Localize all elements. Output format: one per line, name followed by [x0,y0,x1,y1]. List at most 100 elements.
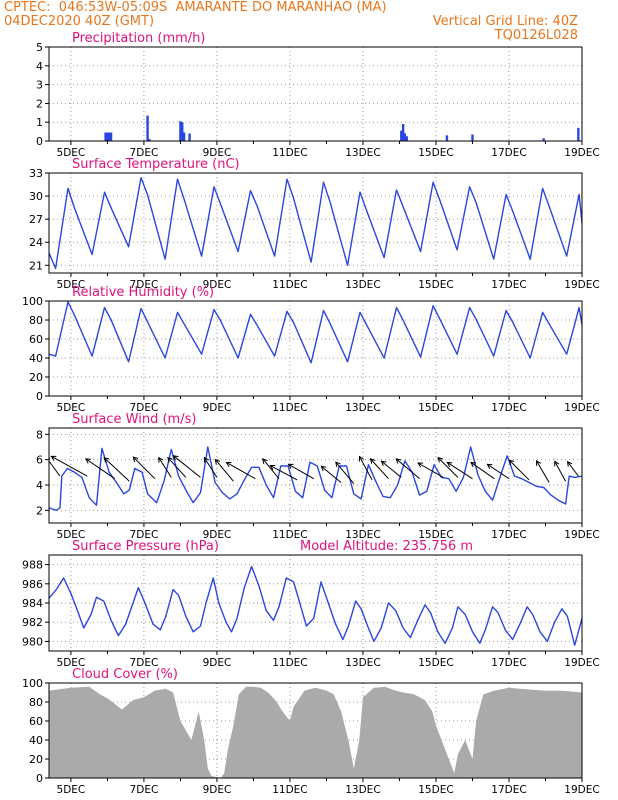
panel-frame [48,46,583,142]
y-tick-label: 100 [22,295,43,308]
wind-arrow [320,465,342,483]
x-tick-label: 9DEC [203,529,232,541]
x-tick-label: 7DEC [130,147,159,159]
wind-arrow [132,456,156,480]
panel-cloud: 0 20 40 60 80 100 5DEC 7DEC 9DEC 11DEC 13DEC 15DEC 1… [22,667,600,796]
wind-arrow [508,459,530,481]
wind-arrow-head [50,455,57,461]
wind-arrow-shaft [49,460,61,477]
series-line-rh [49,301,582,364]
precip-bar [401,124,405,141]
wind-arrow [470,461,495,480]
wind-arrow-shaft [262,458,280,479]
y-tick-label: 986 [22,578,43,591]
x-tick-label: 7DEC [130,279,159,291]
panel-temp: 21 24 27 30 33 5DEC 7DEC 9DEC 11DEC 13DEC 15DEC 17D… [29,157,600,291]
series-temp [49,176,582,270]
x-tick-label: 17DEC [491,147,526,159]
x-tick-label: 19DEC [564,402,599,414]
series-pres [49,565,582,646]
x-tick-label: 13DEC [345,279,380,291]
precip-bar [148,139,151,141]
wind-arrow-shaft [470,462,495,480]
panel-wind: 2 4 6 8 5DEC 7DEC 9DEC 11DEC 13DEC 15DEC 17DEC 19DE… [36,412,600,541]
x-tick-label: 17DEC [491,279,526,291]
x-tick-label: 17DEC [491,402,526,414]
wind-arrow-head [203,456,209,463]
header-model: TQ0126L028 [494,28,578,43]
series-line-temp [49,176,582,270]
header-station: CPTEC: 046:53W-05:09S AMARANTE DO MARANH… [4,0,387,15]
wind-arrow-shaft [214,459,234,482]
panel-frame [48,554,583,652]
wind-arrow-shaft [85,458,115,480]
precip-bar [471,134,474,141]
wind-arrow [50,455,88,477]
x-tick-label: 13DEC [345,657,380,669]
panel-frame [48,427,583,524]
y-tick-label: 0 [36,390,43,403]
x-tick-label: 7DEC [130,657,159,669]
precip-bar [542,138,545,141]
wind-arrow-head [358,455,364,462]
precip-bar [182,132,186,141]
wind-arrow-shaft [103,457,130,482]
y-tick-label: 60 [29,333,43,346]
x-tick-label: 7DEC [130,529,159,541]
series-line-pres [49,565,582,646]
x-tick-label: 5DEC [57,657,86,669]
y-tick-label: 100 [22,677,43,690]
x-tick-label: 13DEC [345,147,380,159]
y-tick-label: 3 [36,79,43,92]
y-tick-label: 24 [29,236,43,249]
wind-arrow-head [132,456,139,463]
x-tick-label: 15DEC [418,657,453,669]
wind-arrow-head [167,456,173,463]
wind-arrow-shaft [417,462,444,478]
wind-arrow-head [536,459,542,466]
precip-bar [179,121,182,141]
wind-arrow [417,462,444,478]
y-tick-label: 20 [29,371,43,384]
y-tick-label: 4 [36,479,43,492]
wind-arrow [167,456,187,478]
wind-arrow-shaft [487,463,510,480]
y-tick-label: 40 [29,352,43,365]
wind-arrow [446,461,473,480]
y-tick-label: 40 [29,734,43,747]
wind-arrow [536,459,550,483]
wind-arrow-head [395,458,402,464]
wind-arrow-head [437,456,444,463]
wind-arrow-head [554,460,560,467]
wind-arrow-head [566,460,573,467]
x-tick-label: 7DEC [130,784,159,796]
wind-arrow [335,461,355,485]
series-line-wind [49,446,582,511]
y-tick-label: 980 [22,635,43,648]
wind-arrow-head [262,458,268,464]
wind-arrow-shaft [203,457,218,478]
x-tick-label: 11DEC [272,784,307,796]
wind-arrow-head [486,463,493,469]
wind-arrow-head [214,458,221,465]
wind-arrow-shaft [167,457,187,478]
x-tick-label: 19DEC [564,279,599,291]
panel-frame [48,172,583,274]
precip-bar [400,130,403,141]
y-tick-label: 4 [36,60,43,73]
panel-frame [48,300,583,397]
x-tick-label: 11DEC [272,279,307,291]
wind-arrow [103,457,130,482]
wind-arrow-shaft [320,465,342,483]
wind-arrow-head [380,460,387,467]
panel-subtitle-pres: Model Altitude: 235.756 m [300,539,473,554]
x-tick-label: 9DEC [203,657,232,669]
wind-arrow-shaft [437,457,459,478]
y-tick-label: 80 [29,696,43,709]
x-tick-label: 5DEC [57,784,86,796]
wind-arrow-head [508,459,515,466]
wind-arrow-shaft [288,463,314,480]
wind-arrow-head [85,458,91,464]
x-tick-label: 19DEC [564,784,599,796]
wind-arrow-head [172,455,179,461]
